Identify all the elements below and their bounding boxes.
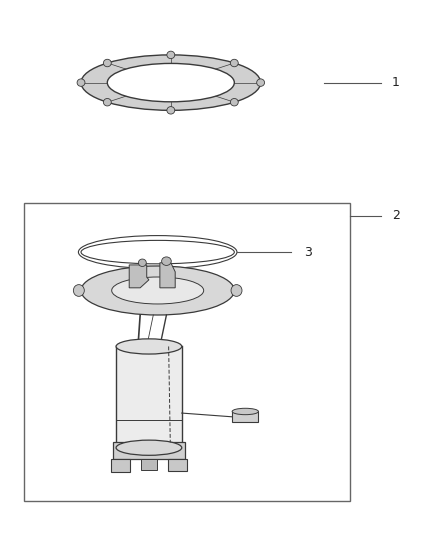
Ellipse shape	[162, 257, 171, 265]
Ellipse shape	[116, 339, 182, 354]
Ellipse shape	[112, 277, 204, 304]
FancyBboxPatch shape	[232, 411, 258, 422]
Polygon shape	[129, 265, 149, 288]
Polygon shape	[116, 346, 182, 448]
Ellipse shape	[103, 59, 111, 67]
Ellipse shape	[230, 99, 238, 106]
Ellipse shape	[167, 107, 175, 114]
Ellipse shape	[103, 99, 111, 106]
Ellipse shape	[167, 51, 175, 59]
Ellipse shape	[230, 59, 238, 67]
Ellipse shape	[257, 79, 265, 86]
Polygon shape	[168, 459, 187, 471]
FancyBboxPatch shape	[141, 459, 157, 470]
Polygon shape	[110, 459, 131, 472]
Ellipse shape	[138, 259, 146, 266]
Text: 1: 1	[392, 76, 400, 89]
Ellipse shape	[116, 440, 182, 455]
Ellipse shape	[231, 285, 242, 296]
FancyBboxPatch shape	[113, 442, 185, 459]
Text: 3: 3	[304, 246, 312, 259]
Ellipse shape	[81, 266, 234, 315]
Ellipse shape	[107, 63, 234, 102]
Ellipse shape	[77, 79, 85, 86]
Ellipse shape	[232, 408, 258, 415]
Text: 2: 2	[392, 209, 400, 222]
Ellipse shape	[81, 55, 261, 110]
Ellipse shape	[74, 285, 84, 296]
Polygon shape	[160, 263, 175, 288]
